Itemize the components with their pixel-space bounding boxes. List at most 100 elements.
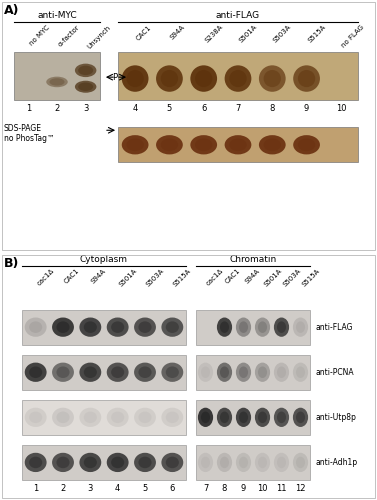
Text: anti-Adh1p: anti-Adh1p [315, 458, 357, 467]
Ellipse shape [277, 322, 286, 333]
Ellipse shape [134, 318, 156, 337]
Text: S501A: S501A [238, 24, 258, 44]
Ellipse shape [274, 453, 289, 472]
Ellipse shape [198, 408, 213, 427]
Ellipse shape [195, 70, 212, 87]
Ellipse shape [166, 456, 179, 468]
Ellipse shape [29, 456, 42, 468]
Ellipse shape [80, 408, 101, 427]
Ellipse shape [122, 135, 149, 154]
Ellipse shape [57, 322, 70, 333]
Ellipse shape [296, 412, 305, 423]
Ellipse shape [107, 453, 129, 472]
Ellipse shape [107, 408, 129, 427]
Ellipse shape [198, 362, 213, 382]
Ellipse shape [49, 78, 64, 86]
Ellipse shape [239, 322, 248, 333]
Text: S503A: S503A [282, 268, 302, 287]
Text: S515A: S515A [307, 24, 326, 44]
Ellipse shape [239, 456, 248, 468]
Ellipse shape [57, 412, 70, 423]
Ellipse shape [274, 318, 289, 337]
Ellipse shape [293, 453, 308, 472]
Text: anti-MYC: anti-MYC [37, 11, 77, 20]
Ellipse shape [274, 362, 289, 382]
Text: 10: 10 [257, 484, 268, 493]
Ellipse shape [161, 70, 178, 87]
Ellipse shape [134, 362, 156, 382]
Ellipse shape [111, 366, 124, 378]
Ellipse shape [138, 322, 152, 333]
Ellipse shape [111, 322, 124, 333]
Text: 1: 1 [33, 484, 38, 493]
Ellipse shape [80, 362, 101, 382]
Ellipse shape [255, 453, 270, 472]
Ellipse shape [255, 362, 270, 382]
Text: S94A: S94A [169, 24, 186, 41]
Text: 6: 6 [170, 484, 175, 493]
Text: CAC1: CAC1 [63, 268, 80, 285]
Ellipse shape [298, 138, 315, 151]
Ellipse shape [220, 456, 229, 468]
Text: SDS-PAGE: SDS-PAGE [4, 124, 42, 133]
Text: S503A: S503A [272, 24, 293, 44]
Ellipse shape [134, 408, 156, 427]
Ellipse shape [298, 70, 315, 87]
Ellipse shape [107, 362, 129, 382]
Text: cac1Δ: cac1Δ [205, 268, 225, 287]
Text: CAC1: CAC1 [224, 268, 242, 285]
Bar [118, 128, 358, 162]
Text: 7: 7 [203, 484, 208, 493]
Ellipse shape [220, 412, 229, 423]
Ellipse shape [25, 408, 47, 427]
Ellipse shape [25, 318, 47, 337]
Ellipse shape [84, 322, 97, 333]
Text: 5: 5 [167, 104, 172, 113]
Text: S94A: S94A [90, 268, 107, 284]
Ellipse shape [111, 456, 124, 468]
Text: cac1Δ: cac1Δ [36, 268, 55, 287]
Text: P: P [112, 72, 118, 82]
Ellipse shape [274, 408, 289, 427]
Ellipse shape [161, 362, 183, 382]
Ellipse shape [52, 318, 74, 337]
Text: 8: 8 [270, 104, 275, 113]
Ellipse shape [57, 366, 70, 378]
Text: 4: 4 [133, 104, 138, 113]
Ellipse shape [52, 453, 74, 472]
Ellipse shape [166, 366, 179, 378]
Text: 4: 4 [115, 484, 120, 493]
Text: 9: 9 [241, 484, 246, 493]
Text: 10: 10 [336, 104, 346, 113]
Ellipse shape [75, 80, 97, 92]
Ellipse shape [255, 408, 270, 427]
Text: 8: 8 [222, 484, 227, 493]
Text: Chromatin: Chromatin [229, 254, 277, 264]
Ellipse shape [161, 408, 183, 427]
Text: no PhosTag™: no PhosTag™ [4, 134, 55, 143]
Bar [118, 52, 358, 100]
Text: S501A: S501A [262, 268, 283, 287]
Text: anti-PCNA: anti-PCNA [315, 368, 354, 376]
Ellipse shape [195, 138, 212, 151]
Ellipse shape [229, 138, 247, 151]
Ellipse shape [166, 322, 179, 333]
Ellipse shape [264, 70, 281, 87]
Bar [196, 445, 310, 480]
Text: S94A: S94A [244, 268, 261, 284]
Ellipse shape [156, 66, 183, 92]
Ellipse shape [190, 66, 217, 92]
Text: Cytoplasm: Cytoplasm [80, 254, 128, 264]
Ellipse shape [57, 456, 70, 468]
Ellipse shape [220, 366, 229, 378]
Ellipse shape [236, 362, 251, 382]
Ellipse shape [258, 322, 267, 333]
Bar [22, 445, 186, 480]
Text: B): B) [4, 256, 19, 270]
Ellipse shape [84, 456, 97, 468]
Bar [22, 310, 186, 344]
Ellipse shape [296, 366, 305, 378]
Bar [196, 354, 310, 390]
Ellipse shape [52, 408, 74, 427]
Text: 12: 12 [295, 484, 306, 493]
